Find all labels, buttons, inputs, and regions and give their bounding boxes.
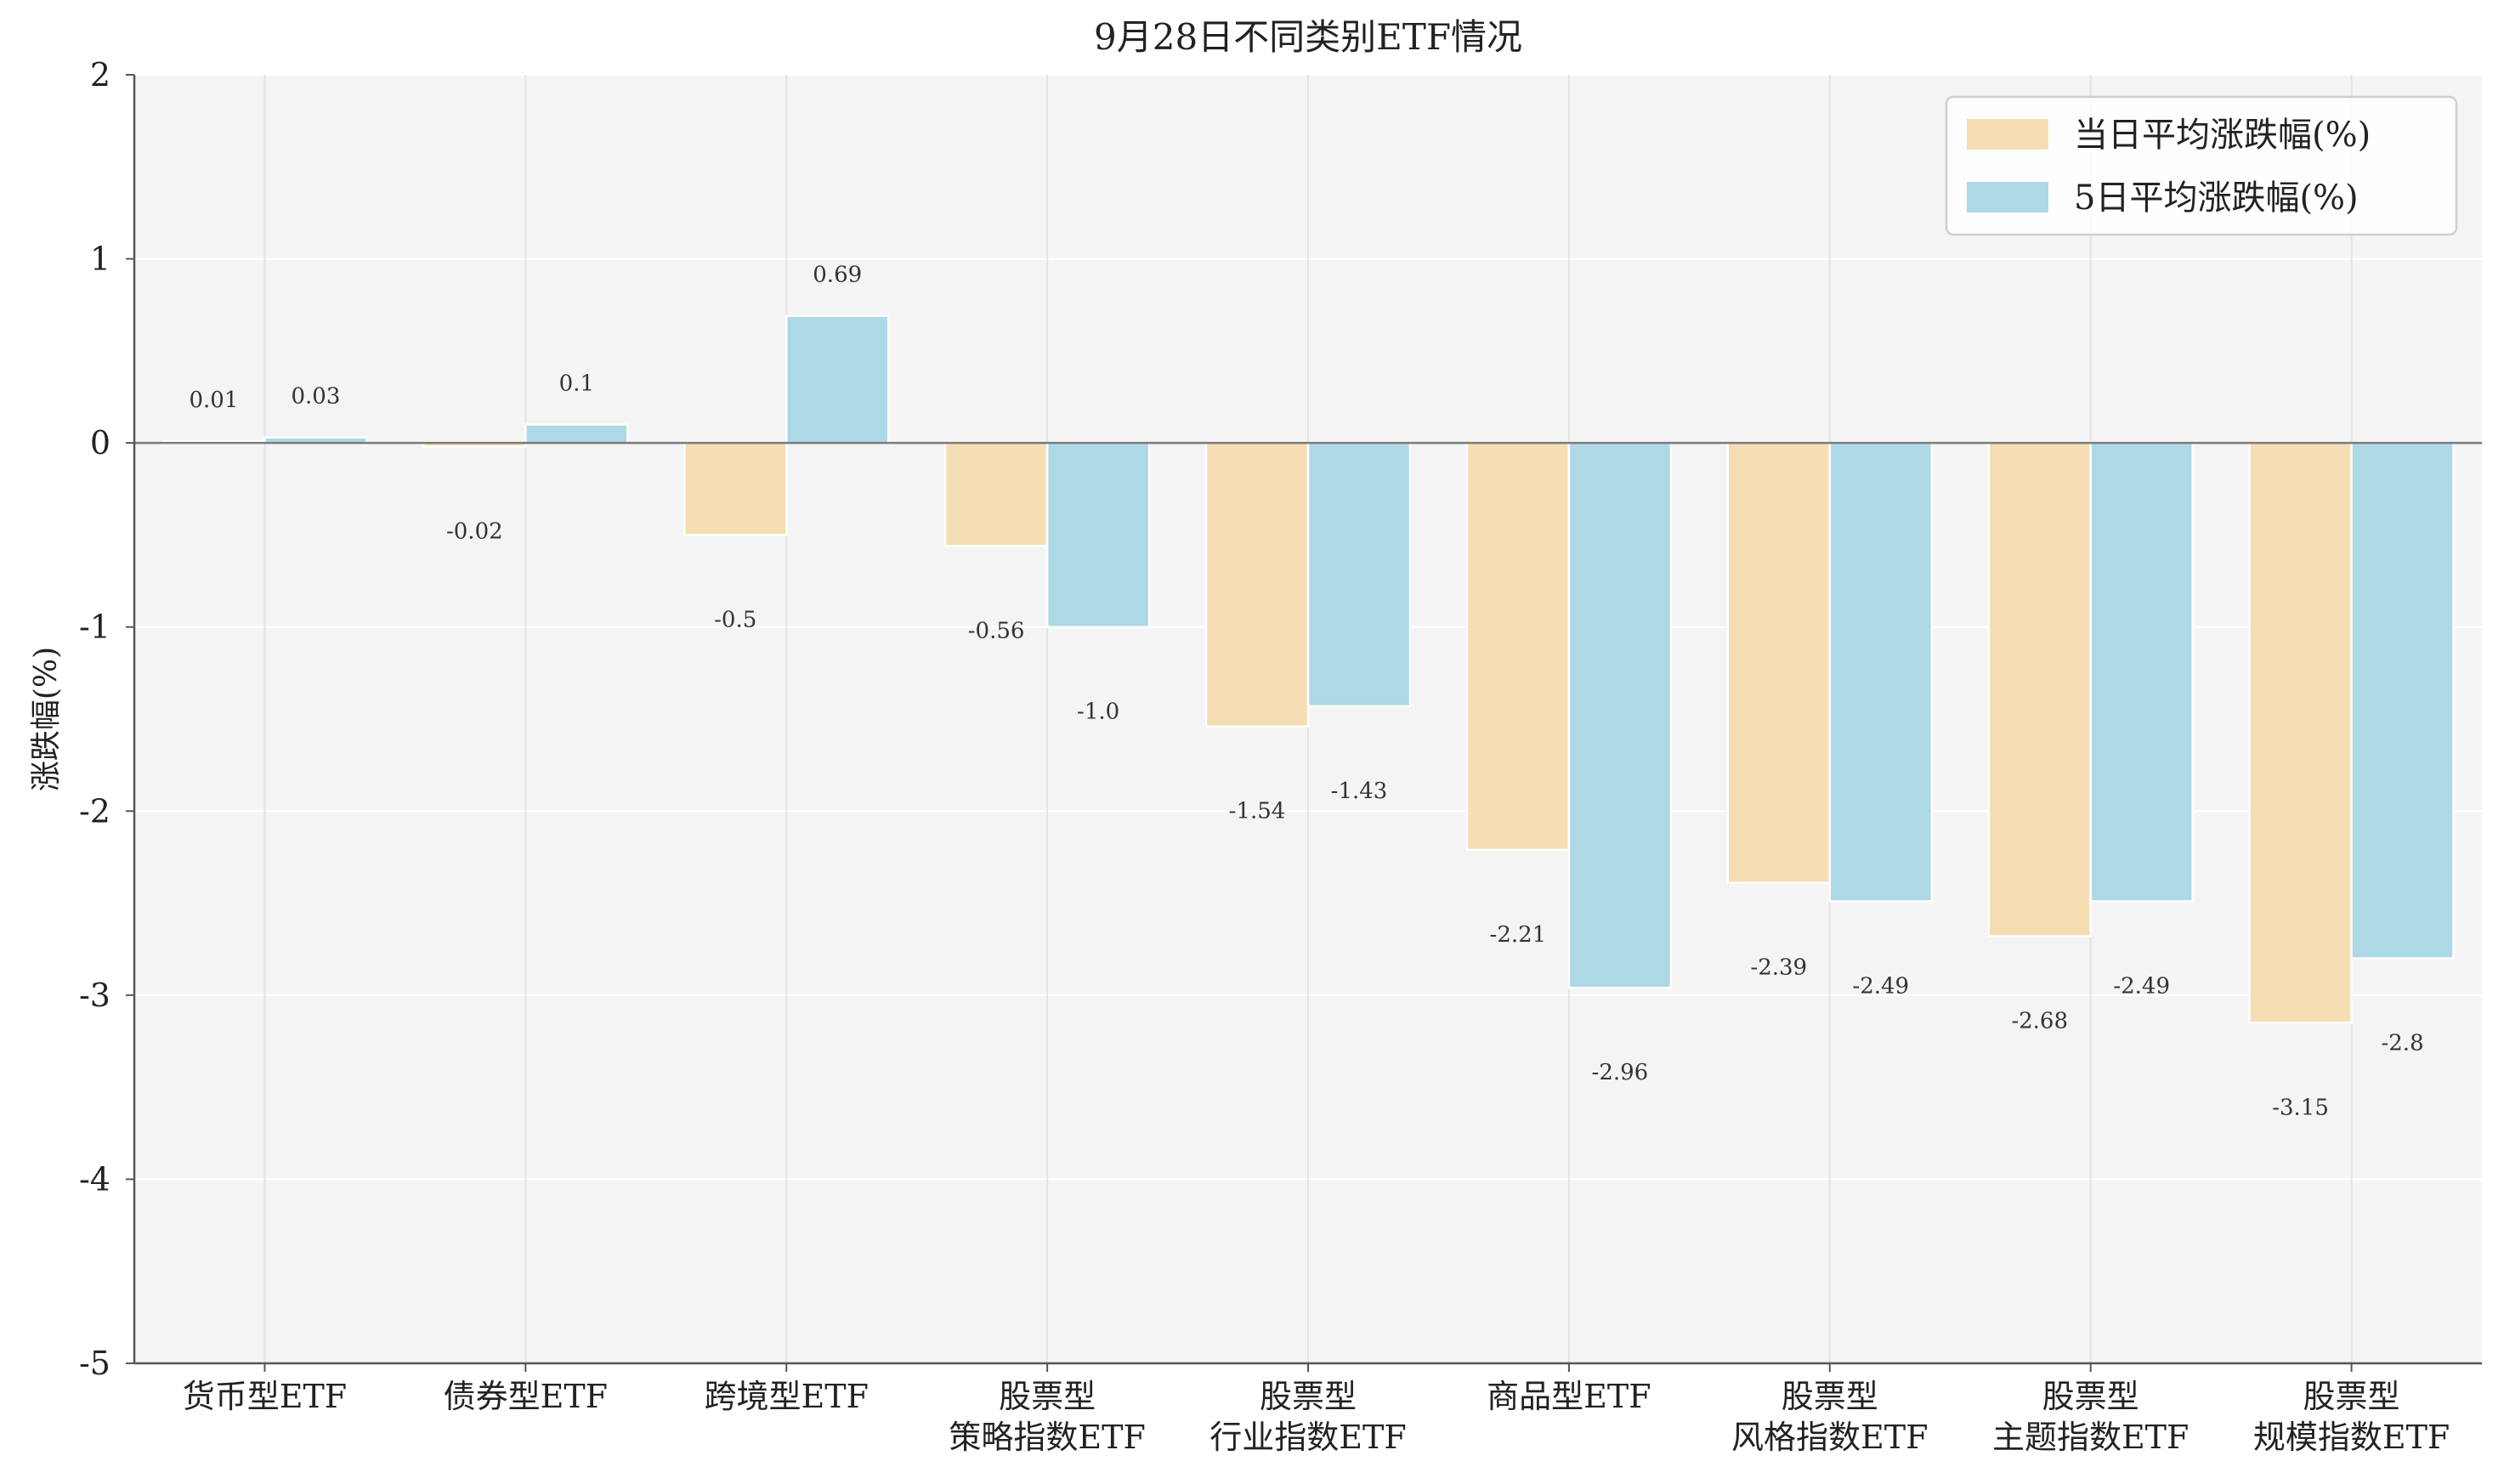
y-axis-label: 涨跌幅(%) [29,647,64,791]
bar-five-day-5 [1567,441,1673,989]
x-tick-label: 股票型规模指数ETF [2253,1378,2450,1456]
data-label: -2.96 [1592,1060,1649,1085]
bar-daily-5 [1465,441,1571,852]
legend-swatch [1967,119,2048,150]
data-label: -1.0 [1077,700,1119,725]
x-tick-label: 股票型行业指数ETF [1210,1378,1406,1456]
x-tick-label: 股票型策略指数ETF [949,1378,1145,1456]
y-tick-label: 1 [90,241,110,278]
legend-box [1945,95,2458,236]
data-label: -2.49 [1852,973,1909,999]
legend-label: 当日平均涨跌幅(%) [2074,116,2371,155]
x-tick-label: 货币型ETF [183,1378,347,1415]
data-label: -2.21 [1490,922,1547,948]
bar-daily-3 [943,441,1049,547]
y-tick-label: 2 [90,56,110,93]
y-tick-label: -5 [79,1345,110,1382]
bar-five-day-1 [524,423,629,445]
data-label: -3.15 [2272,1095,2329,1120]
chart-title: 9月28日不同类别ETF情况 [1094,16,1522,58]
bar-daily-7 [1987,441,2092,937]
data-label: -0.5 [714,607,756,632]
bar-five-day-3 [1045,441,1151,628]
x-tick-label: 股票型风格指数ETF [1731,1378,1928,1456]
x-tick-label: 债券型ETF [444,1378,608,1415]
data-label: 0.1 [559,371,594,396]
bar-five-day-6 [1828,441,1934,903]
bar-daily-2 [683,441,788,536]
data-label: -2.68 [2011,1009,2068,1034]
y-tick-label: -1 [79,609,110,646]
data-label: -0.56 [968,618,1025,643]
data-label: -0.02 [446,518,503,544]
bar-five-day-7 [2089,441,2194,903]
x-tick-label: 股票型主题指数ETF [1992,1378,2189,1456]
bar-five-day-8 [2350,441,2455,960]
data-label: -2.39 [1750,955,1807,981]
data-label: -2.8 [2381,1031,2423,1056]
bar-daily-6 [1726,441,1832,884]
legend: 当日平均涨跌幅(%) 5日平均涨跌幅(%) [1945,95,2458,236]
x-tick-label: 跨境型ETF [704,1378,868,1415]
y-tick-label: -2 [79,792,110,830]
data-label: 0.69 [813,263,862,288]
data-label: 0.01 [189,388,238,413]
bar-five-day-2 [785,314,890,445]
y-tick-label: -3 [79,977,110,1014]
y-tick-label: -4 [79,1160,110,1198]
legend-label: 5日平均涨跌幅(%) [2074,178,2359,218]
data-label: -1.43 [1331,779,1388,804]
data-label: -1.54 [1229,799,1286,824]
x-tick-label: 商品型ETF [1487,1378,1651,1415]
bar-daily-8 [2248,441,2353,1024]
data-label: 0.03 [291,384,340,410]
bar-daily-4 [1204,441,1310,728]
bar-five-day-4 [1306,441,1412,708]
legend-swatch [1967,182,2048,212]
y-tick-label: 0 [90,424,110,462]
data-label: -2.49 [2113,973,2170,999]
